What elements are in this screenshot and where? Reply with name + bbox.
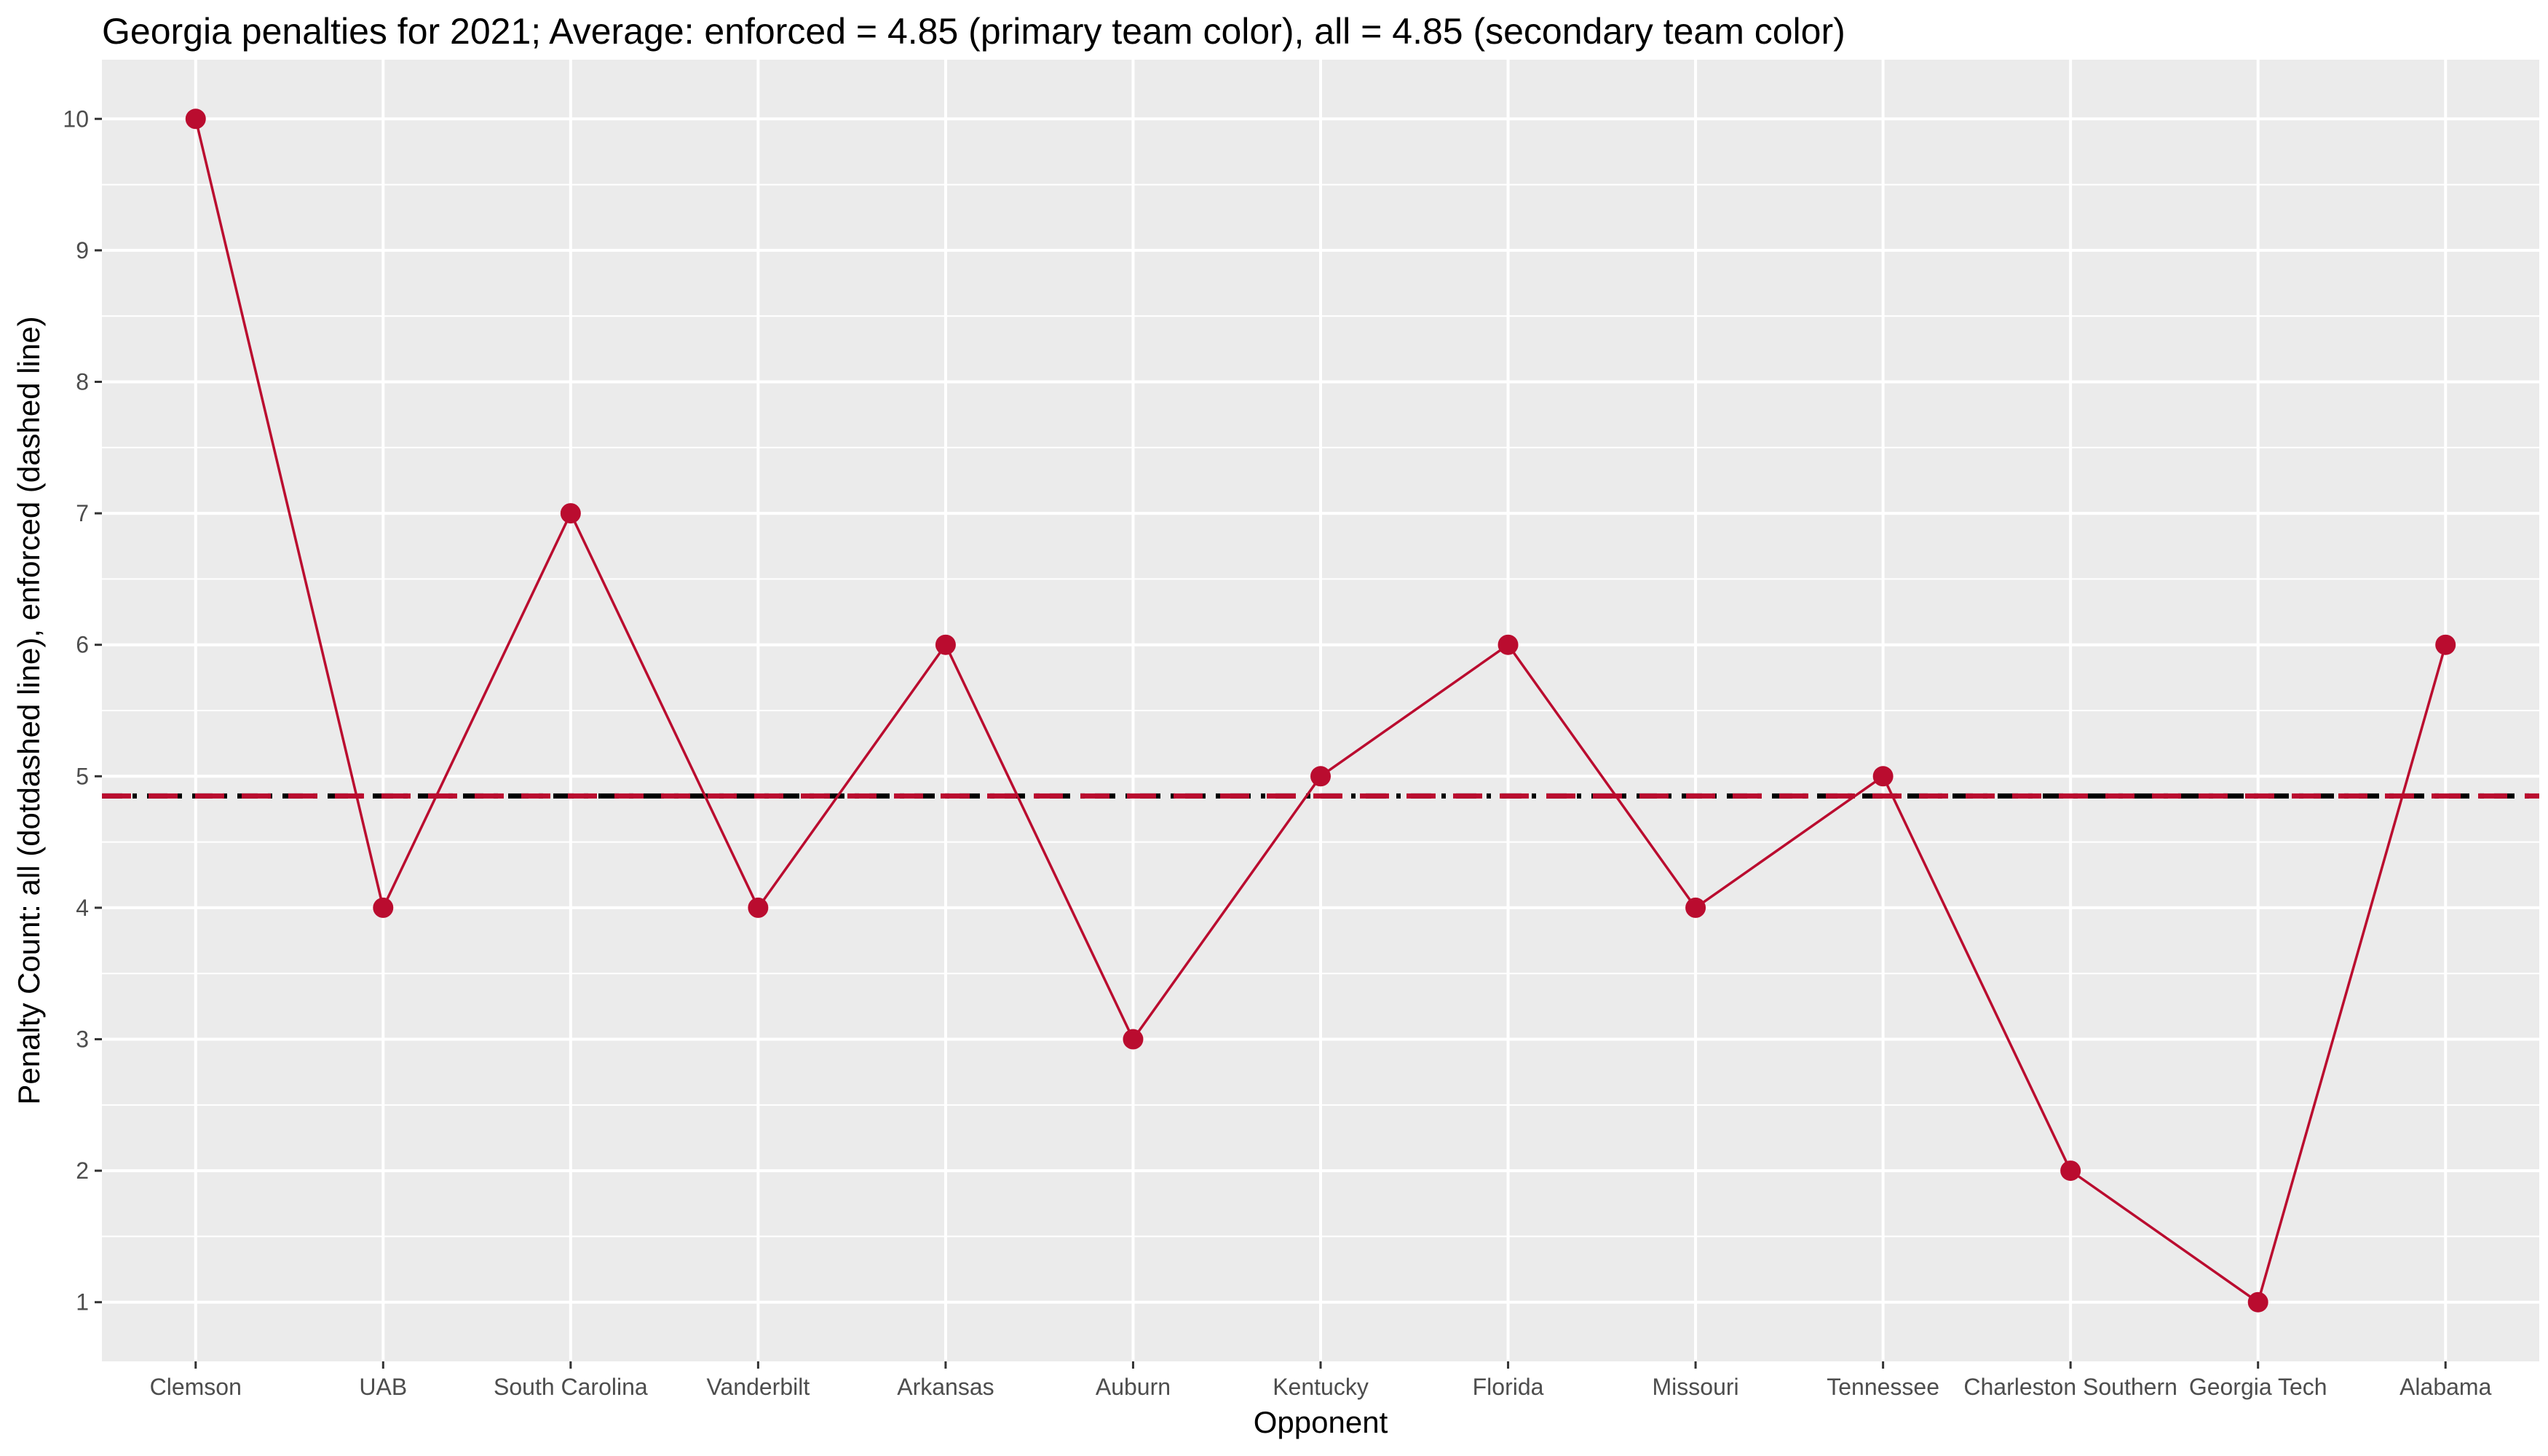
data-point <box>373 897 394 918</box>
y-tick-label: 1 <box>76 1289 89 1315</box>
series-points <box>185 108 2456 1313</box>
x-tick-label: Clemson <box>150 1374 242 1400</box>
series-lines <box>194 118 2447 1304</box>
y-tick-label: 7 <box>76 500 89 526</box>
data-point <box>935 634 956 655</box>
series-line-segment <box>1507 644 1697 909</box>
major-gridlines <box>102 60 2539 1361</box>
x-tick-label: Kentucky <box>1273 1374 1369 1400</box>
y-axis: 1 2 3 4 5 6 7 8 9 10 <box>63 106 102 1315</box>
data-point <box>185 108 206 130</box>
data-point <box>560 503 581 524</box>
series-line-segment <box>944 644 1135 1040</box>
data-point <box>1685 897 1706 918</box>
y-axis-title: Penalty Count: all (dotdashed line), enf… <box>12 316 46 1104</box>
series-line-segment <box>381 513 572 909</box>
x-tick-label: UAB <box>359 1374 407 1400</box>
series-line-segment <box>2257 644 2447 1303</box>
x-tick-label: Georgia Tech <box>2189 1374 2327 1400</box>
data-point <box>1497 634 1519 655</box>
y-tick-label: 2 <box>76 1158 89 1184</box>
x-tick-label: Tennessee <box>1827 1374 1939 1400</box>
x-tick-label: Alabama <box>2399 1374 2492 1400</box>
series-line-segment <box>1695 775 1884 909</box>
y-tick-label: 4 <box>76 895 89 921</box>
series-line-segment <box>1132 775 1322 1040</box>
series-line-segment <box>569 513 759 909</box>
series-line-segment <box>1882 775 2072 1171</box>
data-point <box>1872 766 1894 787</box>
x-tick-label: Arkansas <box>897 1374 994 1400</box>
x-axis: Clemson UAB South Carolina Vanderbilt Arkans… <box>150 1361 2492 1400</box>
y-tick-label: 3 <box>76 1026 89 1053</box>
y-tick-label: 9 <box>76 237 89 264</box>
x-tick-label: Vanderbilt <box>707 1374 810 1400</box>
x-tick-label: South Carolina <box>494 1374 648 1400</box>
series-line-segment <box>1319 644 1509 778</box>
chart-title: Georgia penalties for 2021; Average: enf… <box>102 11 1845 52</box>
data-point <box>2247 1291 2268 1313</box>
x-tick-label: Auburn <box>1096 1374 1171 1400</box>
x-tick-label: Florida <box>1473 1374 1544 1400</box>
data-point <box>2435 634 2456 655</box>
data-point <box>2060 1160 2081 1182</box>
y-tick-label: 8 <box>76 368 89 395</box>
data-point <box>1123 1029 1144 1050</box>
series-line-segment <box>756 644 947 909</box>
x-tick-label: Missouri <box>1653 1374 1739 1400</box>
data-point <box>748 897 769 918</box>
data-point <box>1310 766 1331 787</box>
x-axis-title: Opponent <box>1254 1405 1388 1439</box>
series-line-segment <box>2070 1169 2259 1304</box>
x-tick-label: Charleston Southern <box>1963 1374 2177 1400</box>
y-tick-label: 10 <box>63 106 89 132</box>
y-tick-label: 5 <box>76 763 89 789</box>
series-line-segment <box>194 118 385 909</box>
y-tick-label: 6 <box>76 632 89 658</box>
